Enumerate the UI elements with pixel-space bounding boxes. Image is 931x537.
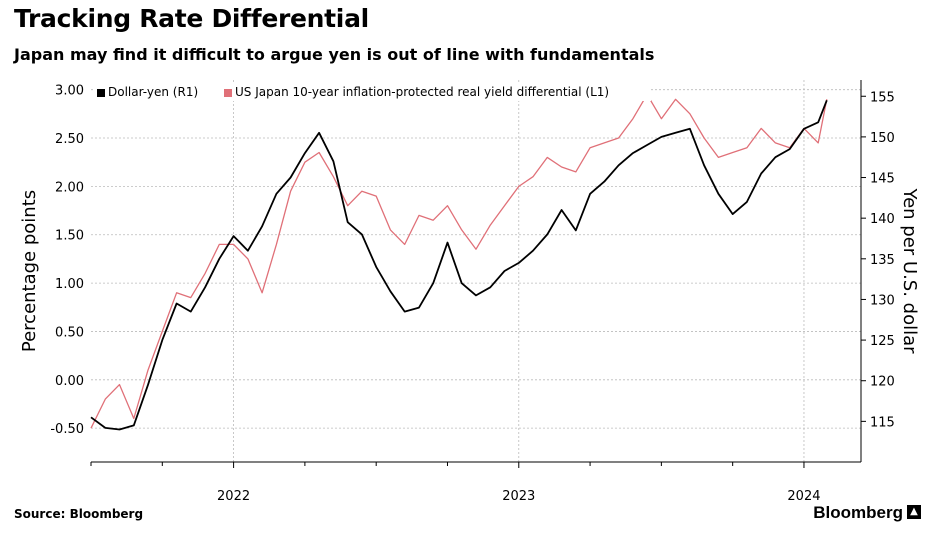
left-axis: 3.00 2.50 2.00 1.50 1.00 0.50 0.00 -0.50	[50, 84, 84, 437]
legend: Dollar-yen (R1) US Japan 10-year inflati…	[93, 83, 651, 101]
right-tick-label: 145	[870, 172, 895, 187]
right-tick-label: 155	[870, 90, 895, 105]
series-lines	[90, 93, 828, 431]
chart-subtitle: Japan may find it difficult to argue yen…	[14, 45, 655, 64]
right-tick-label: 140	[870, 212, 895, 227]
chart-title: Tracking Rate Differential	[14, 4, 369, 33]
gridlines	[91, 80, 861, 462]
left-tick-label: 1.50	[55, 229, 84, 244]
left-tick-label: 1.00	[55, 277, 84, 292]
right-tick-label: 135	[870, 253, 895, 268]
right-tick-label: 130	[870, 293, 895, 308]
left-tick-label: 2.50	[55, 132, 84, 147]
legend-label-dollar-yen: Dollar-yen (R1)	[108, 85, 198, 99]
x-tick-label: 2022	[217, 489, 250, 504]
series-line-dollar-yen	[90, 99, 828, 431]
left-tick-label: 2.00	[55, 180, 84, 195]
plot-area	[91, 80, 861, 462]
series-line-real-yield-differential	[90, 93, 828, 429]
x-tick-label: 2023	[502, 489, 535, 504]
left-tick-label: 0.00	[55, 374, 84, 389]
left-axis-label: Percentage points	[19, 190, 40, 352]
right-tick-label: 115	[870, 415, 895, 430]
right-tick-label: 125	[870, 334, 895, 349]
legend-swatch-real-yield	[224, 89, 232, 97]
right-tick-label: 150	[870, 131, 895, 146]
right-tick-label: 120	[870, 375, 895, 390]
source-note: Source: Bloomberg	[14, 507, 144, 521]
left-tick-label: -0.50	[50, 422, 84, 437]
right-axis: 155 150 145 140 135 130 125 120 115	[861, 90, 895, 430]
left-tick-label: 3.00	[55, 84, 84, 99]
bloomberg-logo-icon: ▲	[907, 505, 921, 519]
x-axis: 2022 2023 2024	[90, 462, 821, 504]
x-tick-label: 2024	[787, 489, 820, 504]
legend-label-real-yield: US Japan 10-year inflation-protected rea…	[235, 85, 609, 99]
legend-swatch-dollar-yen	[97, 89, 105, 97]
brand-wordmark: Bloomberg	[813, 503, 903, 522]
right-axis-label: Yen per U.S. dollar	[899, 187, 920, 354]
left-tick-label: 0.50	[55, 325, 84, 340]
legend-box	[93, 83, 651, 101]
